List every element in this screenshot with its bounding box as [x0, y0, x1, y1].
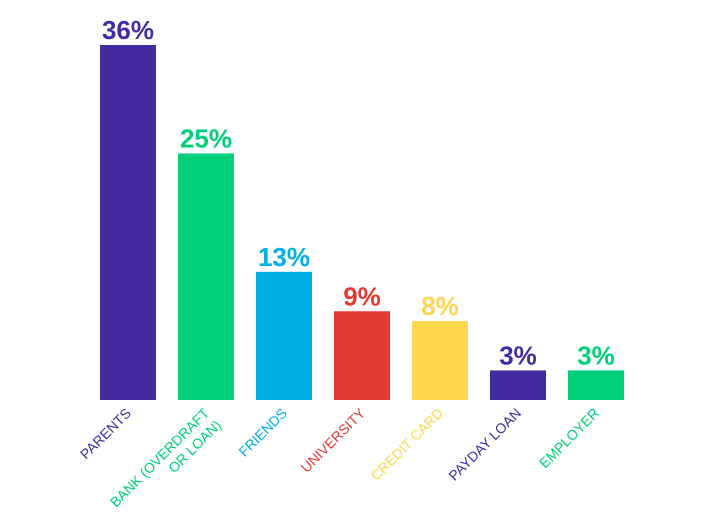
x-tick-label: FRIENDS — [235, 405, 290, 460]
data-label: 3% — [577, 340, 615, 370]
data-label: 3% — [499, 340, 537, 370]
bar — [568, 370, 624, 400]
x-tick-label: CREDIT CARD — [367, 405, 446, 484]
x-tick-label: EMPLOYER — [536, 405, 602, 471]
data-label: 9% — [343, 281, 381, 311]
data-label: 36% — [102, 15, 154, 45]
x-tick-label: PARENTS — [77, 405, 134, 462]
bar — [412, 321, 468, 400]
bar — [256, 271, 312, 400]
bar — [178, 153, 234, 400]
bar — [100, 45, 156, 400]
data-label: 8% — [421, 291, 459, 321]
x-tick-label: UNIVERSITY — [297, 404, 368, 475]
bar — [490, 370, 546, 400]
data-label: 13% — [258, 242, 310, 272]
bar — [334, 311, 390, 400]
x-tick-label: PAYDAY LOAN — [445, 405, 524, 484]
data-label: 25% — [180, 123, 232, 153]
